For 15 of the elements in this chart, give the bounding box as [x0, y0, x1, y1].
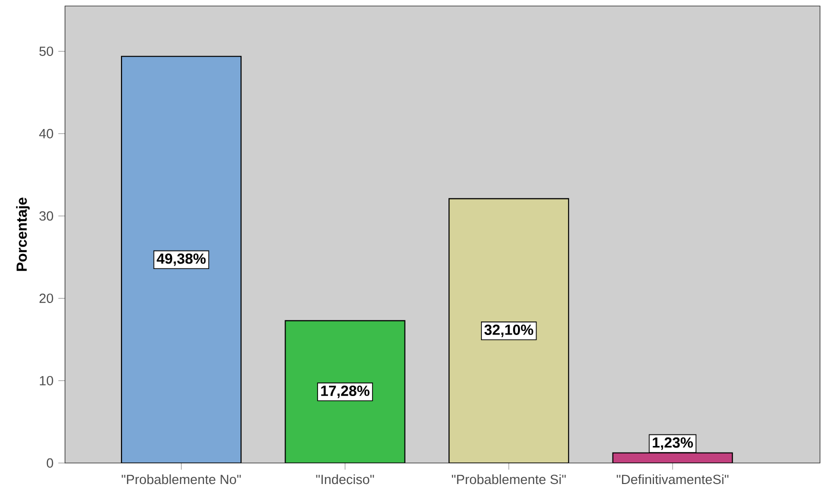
- x-tick-label: "Probablemente Si": [452, 474, 566, 484]
- data-label: 49,38%: [156, 253, 206, 266]
- y-tick-label: 20: [40, 294, 54, 304]
- x-tick-label: "Probablemente No": [122, 474, 241, 484]
- data-label: 1,23%: [652, 437, 693, 450]
- x-tick-label: "Indeciso": [316, 474, 374, 484]
- y-axis-title: Porcentaje: [16, 198, 30, 271]
- y-tick-label: 10: [40, 376, 54, 386]
- data-label: 17,28%: [321, 386, 370, 398]
- y-tick-label: 0: [46, 458, 54, 468]
- y-tick-label: 50: [39, 46, 54, 56]
- y-tick-label: 30: [39, 211, 54, 221]
- data-label: 32,10%: [484, 324, 534, 338]
- x-tick-label: "DefinitivamenteSi": [616, 474, 728, 484]
- y-tick-label: 40: [39, 128, 54, 138]
